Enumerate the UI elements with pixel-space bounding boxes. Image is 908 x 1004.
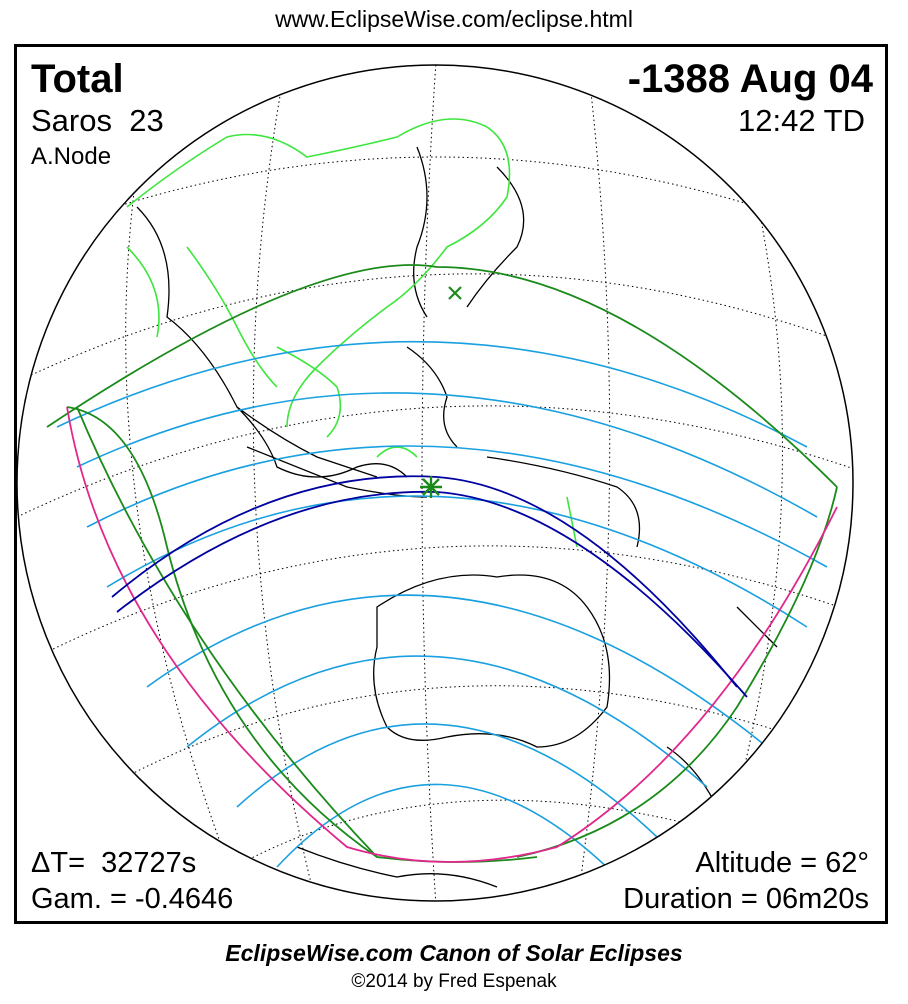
eclipse-node: A.Node: [31, 143, 112, 170]
saros-label: Saros: [31, 103, 112, 138]
gamma-value: Gam. = -0.4646: [31, 883, 234, 915]
subsolar-marker: [448, 286, 462, 300]
copyright: ©2014 by Fred Espenak: [351, 971, 557, 992]
graticule: [17, 65, 853, 901]
altitude-value: Altitude = 62°: [695, 847, 869, 879]
eclipse-date: -1388 Aug 04: [627, 57, 873, 101]
penumbra-limits: [46, 264, 838, 863]
globe-outline: [17, 64, 854, 902]
eclipse-time: 12:42 TD: [738, 103, 865, 138]
duration-value: Duration = 06m20s: [623, 883, 869, 915]
greatest-eclipse-marker: [420, 476, 442, 498]
delta-t: ΔT= 32727s: [31, 847, 197, 879]
saros-info: Saros 23: [31, 105, 164, 136]
saros-number: 23: [129, 103, 164, 138]
partial-lines: [56, 340, 828, 878]
canon-title: EclipseWise.com Canon of Solar Eclipses: [225, 940, 683, 966]
cross-x-icon: [448, 286, 462, 300]
rise-set-curve: [66, 406, 838, 863]
page-url[interactable]: www.EclipseWise.com/eclipse.html: [275, 6, 633, 32]
globe-map: [17, 64, 854, 902]
star-icon: [420, 476, 442, 498]
asia-borders: [126, 118, 578, 548]
eclipse-type: Total: [31, 57, 124, 101]
eclipse-map-panel: Total -1388 Aug 04 Saros 23 12:42 TD A.N…: [14, 44, 888, 924]
